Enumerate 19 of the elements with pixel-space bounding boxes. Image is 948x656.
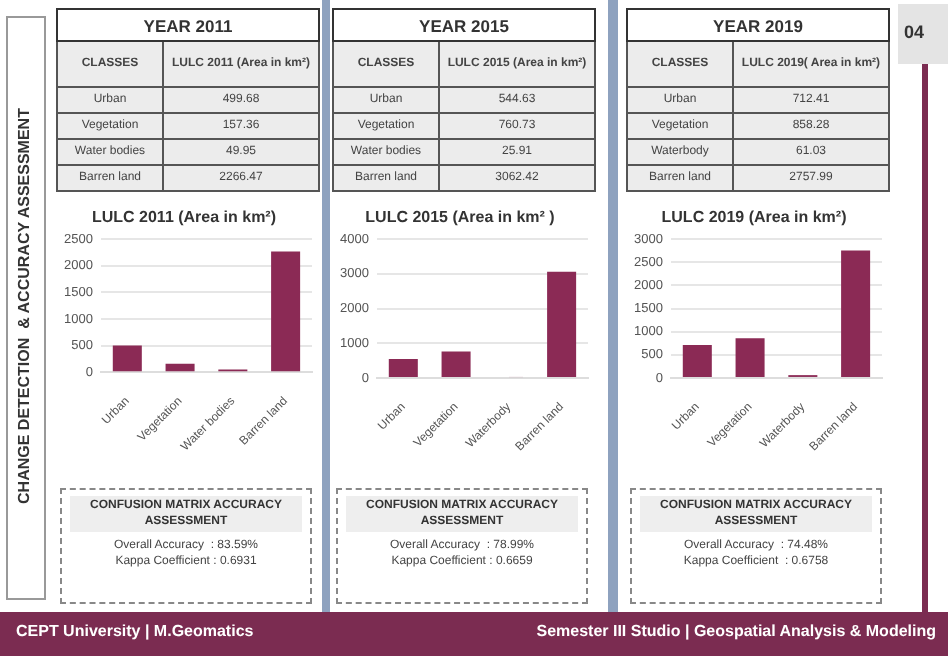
text: YEAR 2011 xyxy=(57,9,319,41)
bar xyxy=(271,251,301,372)
bar xyxy=(547,271,577,377)
text: YEAR 2019 xyxy=(627,9,889,41)
text: CHANGE DETECTION & ACCURACY ASSESSMENT xyxy=(15,108,33,504)
text: 04 xyxy=(904,22,925,42)
bar xyxy=(388,359,418,377)
text: YEAR 2015 xyxy=(333,9,595,41)
text: Semester III Studio | Geospatial Analysis & Modeling xyxy=(536,622,936,640)
chart-title: LULC 2019 (Area in km²) xyxy=(661,208,848,227)
bar xyxy=(841,250,871,377)
bar xyxy=(735,338,765,377)
bar xyxy=(441,351,471,377)
text: CEPT University | M.Geomatics xyxy=(16,622,254,640)
bar xyxy=(112,345,142,372)
chart-title: LULC 2011 (Area in km²) xyxy=(91,208,277,227)
bar xyxy=(165,363,195,372)
bar xyxy=(682,345,712,377)
chart-title: LULC 2015 (Area in km² ) xyxy=(365,208,556,227)
